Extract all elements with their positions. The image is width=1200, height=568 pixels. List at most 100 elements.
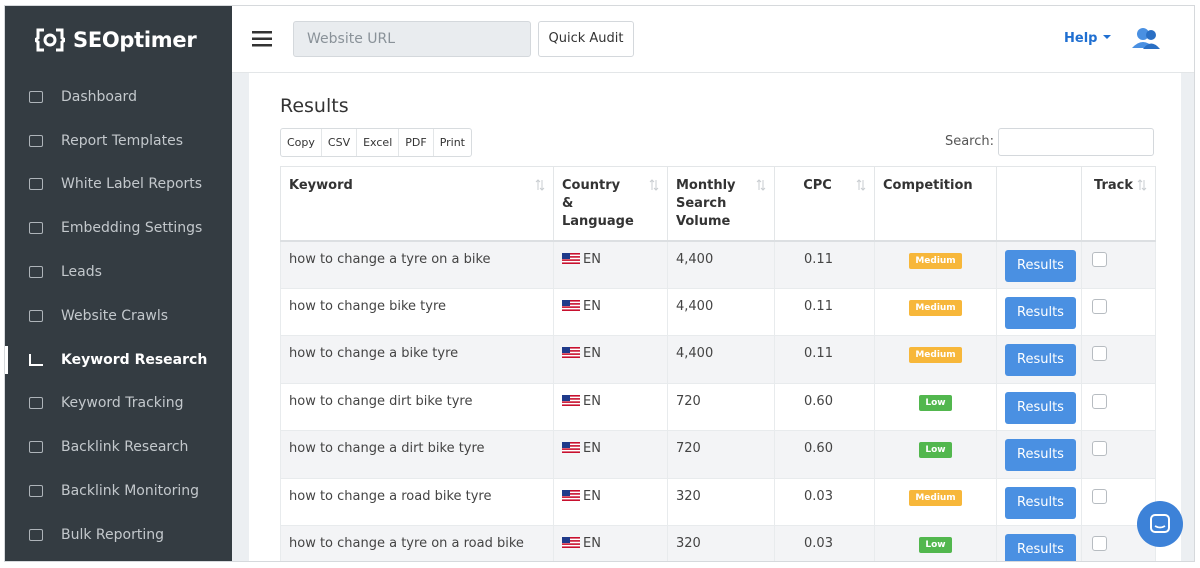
menu-item[interactable]: Backlink Monitoring	[5, 469, 232, 513]
action-cell: Results	[996, 382, 1082, 431]
help-menu[interactable]: Help	[1064, 31, 1111, 46]
competition-cell: Medium	[874, 240, 997, 289]
action-cell: Results	[996, 477, 1082, 526]
volume-cell: 720	[667, 430, 775, 479]
menu-label: Keyword Tracking	[61, 395, 184, 412]
menu-item[interactable]: White Label Reports	[5, 163, 232, 207]
export-button[interactable]: Excel	[357, 129, 400, 156]
keyword-cell: how to change a tyre on a road bike	[280, 525, 554, 561]
column-header: Monthly Search Volume	[667, 166, 775, 242]
menu-item[interactable]: Dashboard	[5, 75, 232, 119]
column-header: Country & Language	[553, 166, 668, 242]
menu-item[interactable]: Report Templates	[5, 119, 232, 163]
menu-item[interactable]: Website Crawls	[5, 294, 232, 338]
export-button[interactable]: Copy	[281, 129, 322, 156]
results-button[interactable]: Results	[1005, 249, 1076, 282]
keyword-cell: how to change bike tyre	[280, 287, 554, 336]
sort-icon[interactable]	[535, 179, 545, 191]
track-checkbox[interactable]	[1092, 536, 1107, 551]
track-cell	[1081, 335, 1156, 384]
competition-cell: Low	[874, 430, 997, 479]
track-cell	[1081, 382, 1156, 431]
results-button[interactable]: Results	[1005, 439, 1076, 471]
menu-label: Report Templates	[61, 132, 184, 149]
results-button[interactable]: Results	[1005, 486, 1076, 519]
results-button[interactable]: Results	[1005, 296, 1076, 329]
results-button[interactable]: Results	[1005, 391, 1076, 424]
competition-badge: Low	[919, 537, 952, 553]
results-button[interactable]: Results	[1005, 344, 1076, 376]
user-avatar[interactable]	[1132, 26, 1160, 50]
competition-cell: Medium	[874, 335, 997, 384]
export-button[interactable]: CSV	[322, 129, 358, 156]
track-checkbox[interactable]	[1092, 488, 1107, 504]
sort-icon[interactable]	[856, 179, 866, 191]
us-flag	[562, 442, 580, 453]
menu-item[interactable]: Bulk Reporting	[5, 513, 232, 557]
language: EN	[583, 346, 601, 361]
menu-label: Backlink Monitoring	[61, 483, 200, 500]
language: EN	[583, 441, 601, 456]
menu-icon	[29, 266, 43, 279]
column-header-label: Country & Language	[562, 178, 634, 229]
table-row: how to change a tyre on a road bike EN 320…	[280, 525, 1156, 561]
quick-audit-button[interactable]: Quick Audit	[538, 21, 634, 57]
menu-icon	[29, 222, 43, 235]
track-checkbox[interactable]	[1092, 441, 1107, 456]
track-checkbox[interactable]	[1092, 346, 1107, 361]
menu-icon	[29, 528, 43, 541]
menu-label: Bulk Reporting	[61, 526, 164, 543]
track-cell	[1081, 430, 1156, 479]
country-cell: EN	[553, 477, 668, 526]
language: EN	[583, 536, 601, 551]
country-cell: EN	[553, 335, 668, 384]
table-row: how to change a bike tyre EN 4,400 0.11 Medi…	[280, 335, 1156, 384]
sort-icon[interactable]	[1137, 179, 1147, 191]
search-input[interactable]	[998, 128, 1154, 156]
results-button[interactable]: Results	[1005, 534, 1076, 561]
menu-item[interactable]: Backlink Research	[5, 425, 232, 469]
competition-cell: Low	[874, 382, 997, 431]
export-button[interactable]: Print	[439, 136, 465, 149]
menu-item[interactable]: Leads	[5, 250, 232, 294]
menu-item[interactable]: Embedding Settings	[5, 206, 232, 250]
language: EN	[583, 298, 601, 314]
language: EN	[583, 488, 601, 504]
track-checkbox[interactable]	[1092, 393, 1107, 409]
menu-icon	[29, 90, 43, 103]
column-header-label: Track	[1094, 178, 1133, 193]
competition-badge: Low	[919, 442, 952, 458]
volume-cell: 4,400	[667, 287, 775, 336]
cpc-cell: 0.60	[774, 382, 875, 431]
competition-badge: Low	[919, 394, 952, 411]
track-checkbox[interactable]	[1092, 298, 1107, 314]
menu-icon	[29, 353, 43, 366]
cpc-cell: 0.11	[774, 287, 875, 336]
track-checkbox[interactable]	[1092, 251, 1107, 267]
sort-icon[interactable]	[756, 179, 766, 191]
volume-cell: 720	[667, 382, 775, 431]
chat-button[interactable]	[1136, 500, 1184, 548]
logo[interactable]: SEOptimer	[35, 23, 197, 57]
menu-label: Keyword Research	[61, 351, 208, 368]
menu-toggle[interactable]	[252, 31, 272, 47]
export-button[interactable]: PDF	[399, 129, 434, 156]
keyword-cell: how to change a bike tyre	[280, 335, 554, 384]
country-cell: EN	[553, 240, 668, 289]
results-table: Keyword Country & Language Monthly Search …	[280, 166, 1156, 561]
menu-icon	[29, 485, 43, 498]
us-flag	[562, 299, 580, 311]
url-input[interactable]: Website URL	[293, 21, 531, 57]
menu-item[interactable]: Keyword Research	[5, 338, 232, 382]
volume-cell: 4,400	[667, 240, 775, 289]
table-row: how to change dirt bike tyre EN 720 0.60 Low…	[280, 382, 1156, 431]
sort-icon[interactable]	[649, 179, 659, 191]
volume-cell: 320	[667, 525, 775, 561]
export-buttons: Copy CSV Excel PDF Print	[280, 128, 472, 157]
competition-badge: Medium	[909, 489, 962, 506]
menu-item[interactable]: Keyword Tracking	[5, 382, 232, 426]
cpc-cell: 0.03	[774, 525, 875, 561]
column-header	[996, 166, 1082, 242]
competition-badge: Medium	[909, 299, 962, 316]
